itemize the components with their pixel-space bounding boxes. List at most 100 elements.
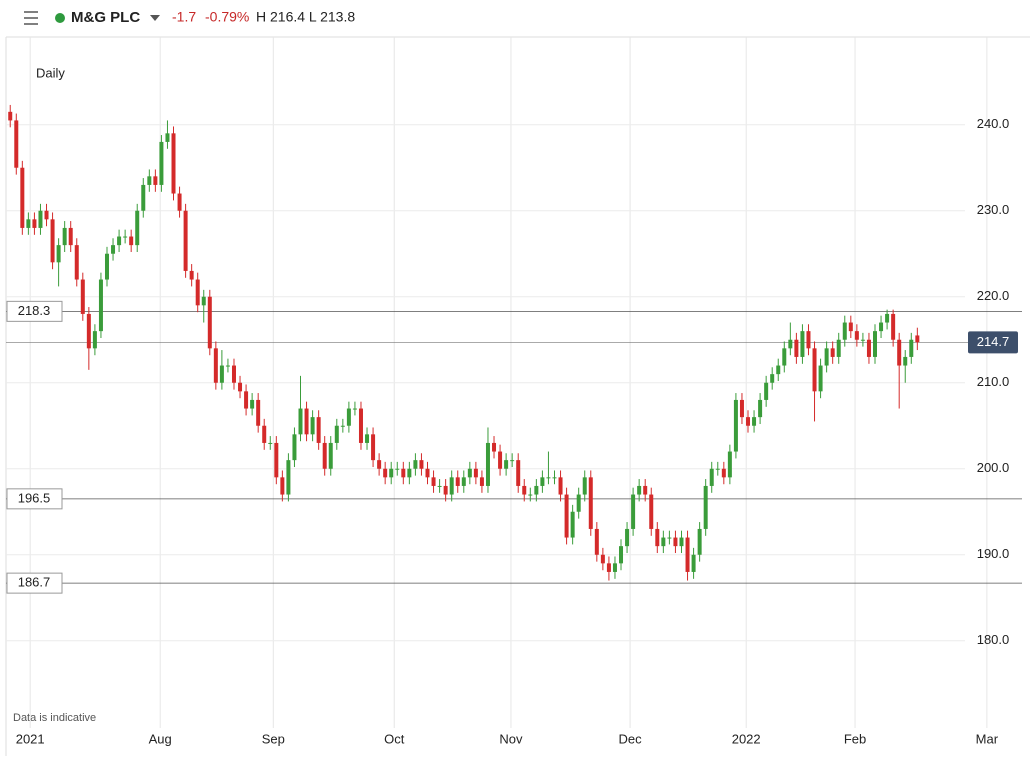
candle-body <box>298 408 303 435</box>
candle-body <box>219 365 224 383</box>
last-price-box <box>968 331 1018 354</box>
candle-body <box>758 399 763 418</box>
candle-body <box>873 331 878 357</box>
candle-body <box>739 399 744 418</box>
candle-body <box>752 417 757 426</box>
candle-body <box>104 253 109 280</box>
candle-body <box>649 494 654 529</box>
candle-body <box>20 167 25 228</box>
candle-body <box>897 339 902 366</box>
candle-body <box>383 468 388 478</box>
candle-body <box>413 460 418 469</box>
candle-body <box>38 210 43 228</box>
symbol[interactable]: M&G PLC <box>71 9 140 26</box>
candle-body <box>365 434 370 443</box>
x-tick-label: 2021 <box>16 731 45 746</box>
candle-body <box>98 279 103 332</box>
level-label: 186.7 <box>18 575 51 590</box>
candle-body <box>540 477 545 486</box>
candle-body <box>631 494 636 529</box>
candle-body <box>135 210 140 246</box>
level-box <box>6 572 63 594</box>
grid <box>6 37 988 728</box>
menu-icon[interactable] <box>24 11 38 25</box>
candle-body <box>262 425 267 443</box>
candle-body <box>661 537 666 547</box>
x-tick-label: Dec <box>619 731 643 746</box>
candle-body <box>8 111 13 121</box>
candle-body <box>274 442 279 478</box>
candle-body <box>643 485 648 495</box>
candle-body <box>141 184 146 211</box>
candle-body <box>842 322 847 340</box>
candle-body <box>764 382 769 400</box>
candle-body <box>818 365 823 392</box>
candle-body <box>691 554 696 572</box>
y-tick-label: 230.0 <box>977 202 1010 217</box>
candle-body <box>419 460 424 469</box>
candle-body <box>510 460 515 462</box>
candle-body <box>498 451 503 469</box>
candle-body <box>74 245 79 280</box>
candle-body <box>256 399 261 426</box>
x-tick-label: 2022 <box>732 731 761 746</box>
y-tick-label: 180.0 <box>977 632 1010 647</box>
candle-body <box>788 339 793 349</box>
candle-body <box>171 133 176 194</box>
candle-body <box>703 485 708 529</box>
candle-body <box>721 468 726 478</box>
candle-body <box>637 485 642 495</box>
candle-body <box>56 245 61 263</box>
candle-body <box>68 227 73 246</box>
candle-body <box>891 313 896 340</box>
last-price-label: 214.7 <box>977 334 1010 349</box>
footnote: Data is indicative <box>13 712 96 724</box>
y-tick-label: 240.0 <box>977 116 1010 131</box>
candle-body <box>26 219 31 228</box>
candle-body <box>576 494 581 512</box>
candle-body <box>848 322 853 332</box>
candle-body <box>165 133 170 142</box>
dropdown-caret[interactable] <box>150 15 160 21</box>
candle-body <box>546 477 551 479</box>
candle-body <box>588 477 593 529</box>
candle-body <box>600 554 605 564</box>
candle-body <box>879 322 884 332</box>
candle-body <box>492 442 497 452</box>
candle-body <box>449 477 454 495</box>
candle-body <box>558 477 563 495</box>
candle-body <box>286 460 291 495</box>
candle-body <box>479 477 484 486</box>
candle-body <box>800 331 805 357</box>
candle-body <box>860 339 865 341</box>
candle-body <box>213 348 218 383</box>
status-dot <box>55 13 65 23</box>
candle-body <box>195 279 200 306</box>
candle-body <box>770 374 775 383</box>
candle-body <box>86 313 91 349</box>
candle-body <box>606 563 611 572</box>
x-tick-label: Oct <box>384 731 405 746</box>
candle-body <box>812 348 817 392</box>
candle-body <box>667 537 672 539</box>
candle-body <box>292 434 297 461</box>
level-label: 218.3 <box>18 303 51 318</box>
candle-body <box>455 477 460 486</box>
candle-body <box>177 193 182 211</box>
candle-body <box>504 460 509 469</box>
candle-body <box>250 399 255 409</box>
candle-body <box>50 219 55 263</box>
candle-body <box>685 537 690 572</box>
candle-body <box>407 468 412 478</box>
x-tick-label: Mar <box>976 731 999 746</box>
candle-body <box>159 141 164 185</box>
candle-body <box>401 468 406 478</box>
candle-body <box>794 339 799 357</box>
candle-body <box>836 339 841 357</box>
candle-body <box>727 451 732 478</box>
candle-body <box>461 477 466 486</box>
candle-body <box>304 408 309 435</box>
candle-body <box>443 485 448 495</box>
candle-body <box>328 442 333 469</box>
candle-body <box>44 210 49 220</box>
